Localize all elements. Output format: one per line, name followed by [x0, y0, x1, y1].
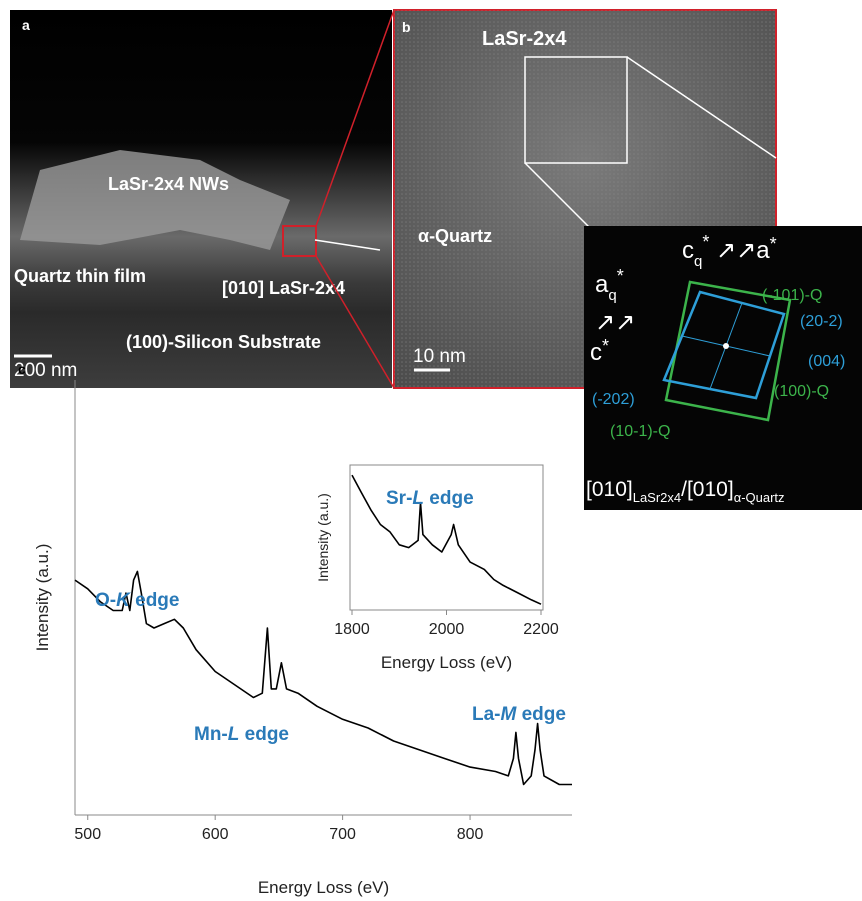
edge-label-part: O- [95, 590, 116, 611]
caption-sub: LaSr2x4 [633, 490, 681, 505]
caption-sub: α-Quartz [734, 490, 785, 505]
caption-part: [010] [586, 478, 633, 501]
x-tick-label: 500 [74, 826, 101, 843]
spectrum-charts: 500 600 700 800 Energy Loss (eV) Intensity (a… [33, 380, 572, 897]
label: Quartz thin film [14, 266, 146, 286]
label: (100)-Silicon Substrate [126, 332, 321, 352]
x-tick-label: 600 [202, 826, 229, 843]
y-axis-label: Intensity (a.u.) [315, 493, 331, 582]
axis-sup: * [602, 336, 609, 356]
edge-label: La-M edge [472, 704, 566, 725]
label: LaSr-2x4 NWs [108, 174, 229, 194]
x-tick-label: 700 [329, 826, 356, 843]
chart: 500 600 700 800 Energy Loss (eV) Intensity (a… [33, 380, 572, 897]
axis-base: a [756, 237, 770, 264]
label: α-Quartz [418, 226, 492, 246]
scale-unit: nm [51, 360, 77, 381]
panel-label: a [22, 17, 30, 33]
spot-label: (-202) [592, 391, 635, 408]
spot-label: (004) [808, 353, 845, 370]
fft-panel: cq* ↗↗a* aq* ↗↗ c* (-101)-Q (100)-Q (10-… [584, 226, 862, 510]
edge-label-part: edge [130, 590, 180, 611]
scale-label: 10 nm [413, 346, 466, 367]
axis-sup: * [770, 234, 777, 254]
panel-label: b [402, 19, 411, 35]
x-tick-label: 2000 [429, 621, 465, 638]
chart: 1800 2000 2200 Energy Loss (eV) Intensity (a… [315, 465, 559, 672]
x-axis-label: Energy Loss (eV) [381, 653, 512, 672]
panel-a: a LaSr-2x4 NWs Quartz thin film [010] La… [10, 10, 392, 388]
label: LaSr-2x4 [482, 28, 567, 50]
y-axis-label: Intensity (a.u.) [33, 544, 52, 652]
panel-label: c [18, 361, 26, 377]
edge-label-part: L [228, 724, 240, 745]
spot-label: (-101)-Q [762, 287, 822, 304]
edge-label-part: edge [424, 488, 474, 509]
axis-arrows: ↗↗ [595, 309, 635, 336]
axis-base: a [595, 271, 609, 298]
axis-base: c [590, 339, 602, 366]
edge-label-part: L [412, 488, 424, 509]
edge-label: Mn-L edge [194, 724, 289, 745]
edge-label-part: Mn- [194, 724, 228, 745]
edge-label: Sr-L edge [386, 488, 474, 509]
edge-label-part: Sr- [386, 488, 412, 509]
edge-label: O-K edge [95, 590, 179, 611]
axis-sub: q [694, 253, 702, 270]
spot-label: (10-1)-Q [610, 423, 670, 440]
x-tick-label: 2200 [523, 621, 559, 638]
axis-sup: * [617, 266, 624, 286]
x-tick-label: 800 [457, 826, 484, 843]
x-tick-label: 1800 [334, 621, 370, 638]
edge-label-part: edge [516, 704, 566, 725]
figure: a LaSr-2x4 NWs Quartz thin film [010] La… [0, 0, 862, 901]
center-spot [723, 343, 729, 349]
x-axis-label: Energy Loss (eV) [258, 878, 389, 897]
edge-label-part: La- [472, 704, 501, 725]
spot-label: (20-2) [800, 313, 843, 330]
caption-part: /[010] [681, 478, 734, 501]
axis-sub: q [608, 287, 616, 304]
plot-frame [350, 465, 543, 610]
spot-label: (100)-Q [774, 383, 829, 400]
axis-base: c [682, 237, 694, 264]
edge-label-part: edge [239, 724, 289, 745]
label: [010] LaSr-2x4 [222, 278, 345, 298]
axis-sup: * [702, 232, 709, 252]
edge-label-part: M [501, 704, 518, 725]
